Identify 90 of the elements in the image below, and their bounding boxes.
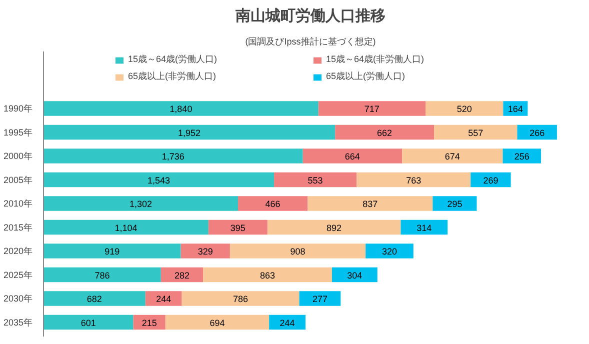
bar [44, 101, 318, 116]
bar [502, 148, 541, 164]
y-tick-label: 2030年 [3, 294, 33, 304]
bar [44, 148, 303, 164]
data-label: 763 [406, 175, 422, 186]
data-label: 215 [142, 318, 157, 328]
data-label: 1,840 [170, 104, 192, 114]
bar [203, 267, 332, 282]
y-tick-label: 2000年 [3, 151, 33, 161]
bar [44, 267, 161, 282]
data-label: 295 [447, 199, 462, 209]
bar [366, 244, 414, 258]
data-label: 1,302 [129, 199, 152, 209]
data-label: 786 [233, 294, 248, 304]
bar [332, 267, 378, 282]
data-label: 863 [260, 270, 276, 280]
y-tick-label: 2010年 [3, 198, 33, 208]
data-label: 664 [344, 152, 360, 162]
data-label: 277 [312, 294, 328, 304]
data-label: 717 [364, 104, 380, 114]
bar [274, 172, 357, 188]
data-label: 256 [514, 152, 530, 162]
bar [318, 101, 426, 116]
data-label: 244 [156, 294, 172, 304]
bar [44, 124, 336, 140]
bar [356, 172, 471, 188]
data-label: 304 [347, 270, 362, 280]
data-label: 1,104 [114, 222, 138, 233]
data-label: 786 [94, 270, 110, 280]
bar [44, 220, 208, 235]
data-label: 282 [174, 270, 190, 280]
data-label: 520 [456, 104, 472, 114]
bar [44, 314, 134, 330]
bar [402, 148, 503, 164]
data-label: 395 [230, 222, 246, 233]
data-label: 269 [483, 175, 498, 186]
data-label: 266 [530, 128, 545, 138]
data-label: 908 [290, 246, 306, 256]
bar [400, 220, 448, 235]
data-label: 164 [508, 104, 523, 114]
y-tick-label: 1995年 [3, 127, 33, 138]
data-label: 1,543 [147, 175, 170, 186]
bar [44, 291, 146, 306]
bar [335, 124, 434, 140]
data-label: 1,952 [178, 128, 201, 138]
chart-subtitle: (国調及びIpss推計に基づく想定) [245, 36, 376, 46]
bar [230, 244, 366, 258]
y-tick-label: 2015年 [3, 222, 33, 232]
bar [182, 291, 300, 306]
bar [44, 196, 238, 211]
bar [180, 244, 230, 258]
y-tick-label: 2025年 [3, 270, 33, 280]
bar [145, 291, 182, 306]
data-label: 892 [326, 222, 342, 233]
bar [208, 220, 268, 235]
chart-title: 南山城町労働人口推移 [234, 8, 386, 24]
bar [308, 196, 433, 211]
data-label: 244 [280, 318, 295, 328]
y-tick-label: 1990年 [3, 104, 33, 114]
legend-label: 65歳以上(非労働人口) [128, 70, 218, 83]
data-label: 601 [80, 318, 96, 328]
data-label: 553 [308, 175, 323, 186]
legend-label: 15歳～64歳(非労働人口) [326, 53, 426, 66]
y-tick-label: 2020年 [3, 246, 33, 256]
data-label: 466 [265, 199, 280, 209]
data-label: 662 [377, 128, 392, 138]
legend-label: 65歳以上(労働人口) [326, 70, 406, 83]
data-label: 329 [198, 246, 213, 256]
bar [267, 220, 401, 235]
bar [44, 244, 181, 258]
data-label: 314 [416, 222, 432, 233]
bar [165, 314, 270, 330]
data-label: 1,736 [162, 152, 184, 162]
bar [238, 196, 308, 211]
bar [434, 124, 518, 140]
data-label: 682 [86, 294, 102, 304]
data-label: 320 [382, 246, 398, 256]
legend-label: 15歳～64歳(労働人口) [128, 53, 218, 66]
data-label: 919 [104, 246, 120, 256]
bar [425, 101, 504, 116]
bar [302, 148, 402, 164]
data-label: 694 [210, 318, 225, 328]
y-tick-label: 2005年 [3, 174, 33, 185]
data-label: 674 [444, 152, 460, 162]
bar [299, 291, 341, 306]
data-label: 837 [362, 199, 378, 209]
bar [44, 172, 274, 188]
data-label: 557 [468, 128, 484, 138]
bar [432, 196, 477, 211]
y-tick-label: 2035年 [3, 317, 33, 328]
